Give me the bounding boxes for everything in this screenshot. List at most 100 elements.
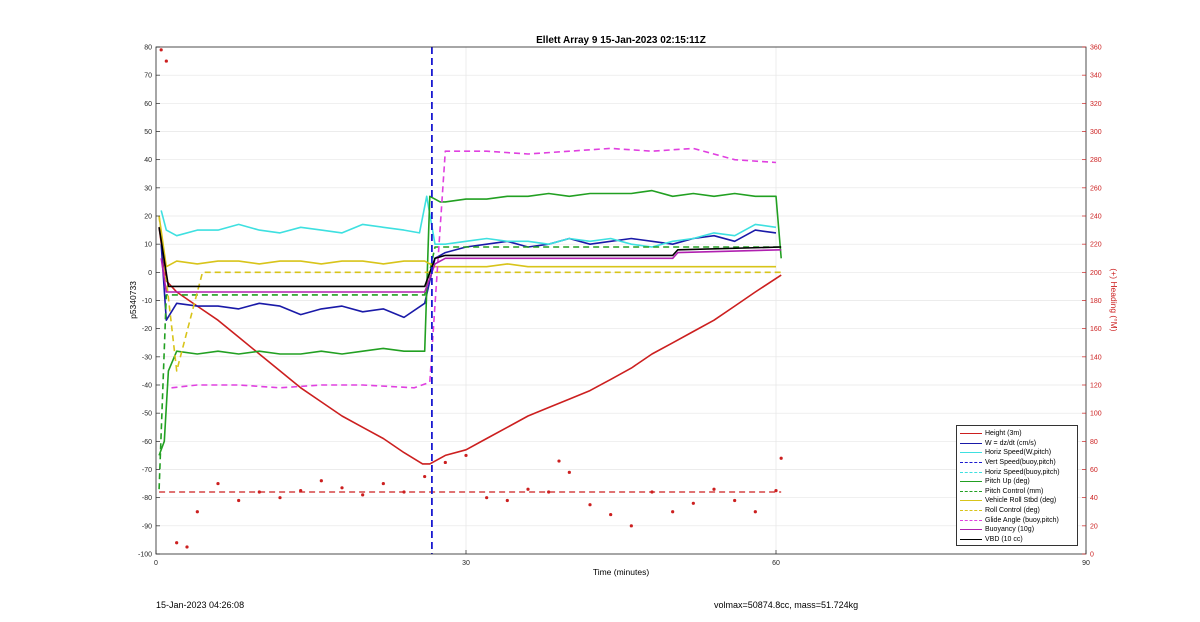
grid bbox=[155, 46, 1087, 555]
legend-item: Pitch Control (mm) bbox=[960, 487, 1074, 497]
series-line-pitch-up-deg bbox=[158, 189, 782, 456]
legend-swatch bbox=[960, 433, 982, 435]
legend-item: W = dz/dt (cm/s) bbox=[960, 439, 1074, 449]
heading-point bbox=[588, 503, 592, 507]
y2-tick-label: 320 bbox=[1090, 101, 1102, 108]
series-line-vehicle-roll-stbd-deg bbox=[158, 215, 776, 268]
heading-point bbox=[381, 481, 385, 486]
y-tick-label: -70 bbox=[142, 467, 152, 474]
y-tick-label: 10 bbox=[144, 242, 152, 249]
heading-point bbox=[567, 470, 571, 474]
legend-swatch bbox=[960, 510, 982, 512]
legend-label: Glide Angle (buoy,pitch) bbox=[985, 516, 1059, 524]
legend-label: Pitch Control (mm) bbox=[985, 487, 1044, 495]
heading-point bbox=[629, 524, 633, 528]
y2-tick-label: 160 bbox=[1090, 326, 1102, 333]
y2-axis-label: (+) Heading (°M) bbox=[1109, 268, 1119, 331]
series-line-w-dz-dt-cm-s bbox=[160, 229, 777, 322]
chart-title: Ellett Array 9 15-Jan-2023 02:15:11Z bbox=[536, 35, 706, 46]
heading-point bbox=[671, 510, 675, 514]
series-line-glide-angle-buoy-pitch bbox=[171, 147, 777, 389]
legend-swatch bbox=[960, 481, 982, 483]
y-tick-label: 50 bbox=[144, 129, 152, 136]
legend-item: VBD (10 cc) bbox=[960, 535, 1074, 545]
y2-tick-label: 140 bbox=[1090, 354, 1102, 361]
y2-tick-label: 340 bbox=[1090, 73, 1102, 80]
heading-point bbox=[340, 486, 344, 490]
heading-point bbox=[423, 474, 427, 479]
y-tick-label: -30 bbox=[142, 354, 152, 361]
heading-point bbox=[195, 510, 199, 514]
y2-tick-label: 200 bbox=[1090, 270, 1102, 277]
legend-swatch bbox=[960, 538, 982, 540]
series-line-pitch-control-mm bbox=[158, 246, 782, 490]
heading-point bbox=[159, 48, 163, 52]
series-line-horiz-speed-w-pitch bbox=[160, 195, 777, 248]
legend-swatch bbox=[960, 452, 982, 454]
heading-point bbox=[505, 498, 509, 503]
y2-tick-label: 60 bbox=[1090, 467, 1098, 474]
y-tick-label: 60 bbox=[144, 101, 152, 108]
footer-timestamp: 15-Jan-2023 04:26:08 bbox=[156, 600, 245, 610]
legend-item: Buoyancy (10g) bbox=[960, 525, 1074, 535]
series-line-vbd-10-cc bbox=[158, 227, 782, 288]
y2-tick-label: 100 bbox=[1090, 411, 1102, 418]
y-tick-label: 20 bbox=[144, 214, 152, 221]
heading-point bbox=[609, 512, 613, 517]
y-tick-label: -50 bbox=[142, 411, 152, 418]
heading-point bbox=[402, 490, 406, 494]
y-tick-label: 40 bbox=[144, 157, 152, 164]
chart-legend: Height (3m) W = dz/dt (cm/s) Horiz Speed(W… bbox=[956, 425, 1078, 546]
footer-volmax-mass: volmax=50874.8cc, mass=51.724kg bbox=[714, 600, 859, 610]
legend-item: Horiz Speed(buoy,pitch) bbox=[960, 467, 1074, 477]
legend-item: Height (3m) bbox=[960, 429, 1074, 439]
plot-area bbox=[158, 47, 783, 554]
y2-tick-label: 120 bbox=[1090, 383, 1102, 390]
heading-point bbox=[216, 481, 220, 486]
legend-swatch bbox=[960, 500, 982, 502]
x-tick-label: 30 bbox=[462, 560, 470, 567]
heading-point bbox=[547, 490, 551, 494]
y-tick-label: 80 bbox=[144, 45, 152, 52]
x-axis: 0 30 60 90 bbox=[154, 550, 1090, 567]
legend-item: Pitch Up (deg) bbox=[960, 477, 1074, 487]
y2-tick-label: 300 bbox=[1090, 129, 1102, 136]
legend-item: Vehicle Roll Stbd (deg) bbox=[960, 496, 1074, 506]
x-tick-label: 0 bbox=[154, 560, 158, 567]
heading-point bbox=[185, 545, 189, 549]
y2-tick-label: 360 bbox=[1090, 45, 1102, 52]
y-tick-label: -20 bbox=[142, 326, 152, 333]
legend-swatch bbox=[960, 519, 982, 521]
legend-swatch bbox=[960, 442, 982, 444]
y-tick-label: -80 bbox=[142, 495, 152, 502]
heading-point bbox=[175, 541, 179, 545]
y2-tick-label: 280 bbox=[1090, 157, 1102, 164]
heading-point bbox=[733, 498, 737, 503]
heading-point bbox=[361, 493, 365, 497]
y2-tick-label: 80 bbox=[1090, 439, 1098, 446]
y-tick-label: 0 bbox=[148, 270, 152, 277]
x-axis-label: Time (minutes) bbox=[593, 567, 650, 577]
y-tick-label: -100 bbox=[138, 552, 152, 559]
y2-tick-label: 180 bbox=[1090, 298, 1102, 305]
x-tick-label: 90 bbox=[1082, 560, 1090, 567]
y2-tick-label: 260 bbox=[1090, 185, 1102, 192]
heading-point bbox=[691, 501, 695, 505]
y2-tick-label: 0 bbox=[1090, 552, 1094, 559]
legend-swatch bbox=[960, 471, 982, 473]
legend-swatch bbox=[960, 462, 982, 464]
series-line-buoyancy-10g bbox=[160, 249, 782, 293]
heading-point bbox=[164, 59, 168, 63]
y2-tick-label: 40 bbox=[1090, 495, 1098, 502]
heading-point bbox=[557, 459, 561, 463]
legend-item: Vert Speed(buoy,pitch) bbox=[960, 458, 1074, 468]
heading-point bbox=[299, 489, 303, 493]
legend-label: Vert Speed(buoy,pitch) bbox=[985, 459, 1056, 467]
y-tick-label: 30 bbox=[144, 185, 152, 192]
series-line-height-3m bbox=[158, 227, 782, 465]
heading-point bbox=[526, 487, 530, 491]
y-axis-label: p5340733 bbox=[128, 281, 138, 319]
y-tick-label: 70 bbox=[144, 73, 152, 80]
x-tick-label: 60 bbox=[772, 560, 780, 567]
